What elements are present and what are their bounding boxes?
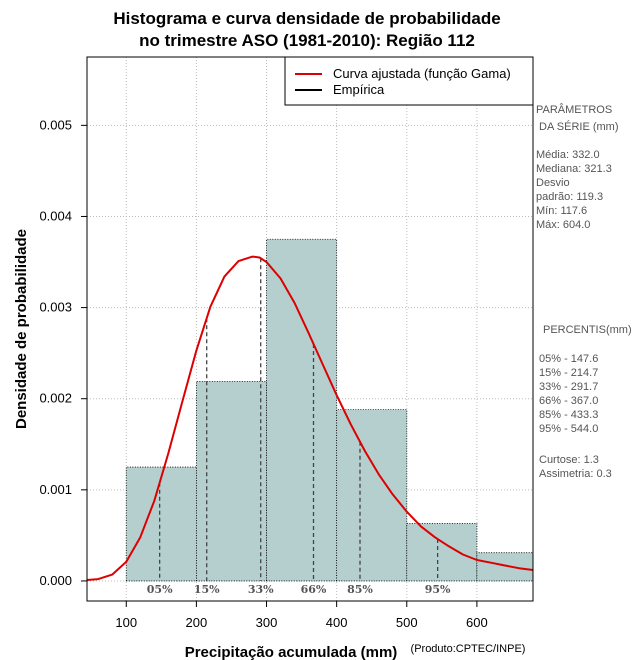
percentil-15: 15% - 214.7 [539,367,598,379]
y-tick-label-5: 0.005 [39,117,72,132]
params-heading-line-1: PARÂMETROS [536,103,612,116]
histogram-bar-outline-0 [125,466,197,581]
param-std-line-2: padrão: 119.3 [536,191,603,203]
percentile-label-33%: 33% [248,583,274,596]
x-tick-label-0: 100 [115,615,137,630]
y-tick-label-1: 0.001 [39,482,72,497]
chart-title-line-1: Histograma e curva densidade de probabil… [113,9,500,28]
histogram-bars [125,238,534,582]
kurtosis: Curtose: 1.3 [539,454,599,466]
legend-box [284,56,534,106]
legend-fitted-label: Curva ajustada (função Gama) [333,66,511,81]
param-std-line-1: Desvio [536,177,570,189]
x-tick-label-5: 600 [466,615,488,630]
histogram-bar-1 [196,381,267,581]
histogram-bar-outline-3 [336,409,408,581]
fitted-curve-group [86,255,534,581]
histogram-bar-2 [266,239,337,581]
params-heading-line-2: DA SÉRIE (mm) [536,120,619,133]
percentile-label-85%: 85% [347,583,373,596]
y-tick-label-4: 0.004 [39,208,72,223]
percentil-95: 95% - 544.0 [539,423,598,435]
param-mean: Média: 332.0 [536,149,600,161]
percentile-label-66%: 66% [301,583,327,596]
percentil-85: 85% - 433.3 [539,409,598,421]
x-tick-label-4: 500 [396,615,418,630]
histogram-bar-4 [406,523,477,581]
x-tick-label-2: 300 [256,615,278,630]
series-parameters-panel: PARÂMETROS DA SÉRIE (mm) Média: 332.0 Me… [536,103,632,480]
chart-title-line-2: no trimestre ASO (1981-2010): Região 112 [139,31,475,50]
y-axis-label: Densidade de probabilidade [13,229,30,429]
percentil-66: 66% - 367.0 [539,395,598,407]
axes: 100 200 300 400 500 600 0.000 0.001 0.002 0.003 0.… [39,117,487,630]
param-median: Mediana: 321.3 [536,163,612,175]
percentile-label-05%: 05% [147,583,173,596]
percentile-markers: 05% 15% 33% 66% 85% 95% [147,258,451,596]
legend-empirical-label: Empírica [333,82,385,97]
percentis-heading: PERCENTIS(mm) [543,324,632,336]
percentil-05: 05% - 147.6 [539,353,598,365]
y-tick-label-0: 0.000 [39,573,72,588]
percentile-label-15%: 15% [194,583,220,596]
param-max: Máx: 604.0 [536,219,590,231]
histogram-bar-5 [476,552,533,581]
percentil-33: 33% - 291.7 [539,381,598,393]
skewness: Assimetria: 0.3 [539,468,612,480]
x-tick-label-3: 400 [326,615,348,630]
fitted-curve [86,255,534,581]
histogram-bar-0 [126,467,197,581]
y-tick-label-3: 0.003 [39,300,72,315]
legend: Curva ajustada (função Gama) Empírica [284,56,534,106]
x-tick-label-1: 200 [186,615,208,630]
x-axis-label: Precipitação acumulada (mm) [185,644,398,660]
percentile-label-95%: 95% [425,583,451,596]
histogram-bar-3 [336,409,407,581]
credit-label: (Produto:CPTEC/INPE) [411,643,526,655]
y-tick-label-2: 0.002 [39,391,72,406]
param-min: Mín: 117.6 [536,205,587,217]
